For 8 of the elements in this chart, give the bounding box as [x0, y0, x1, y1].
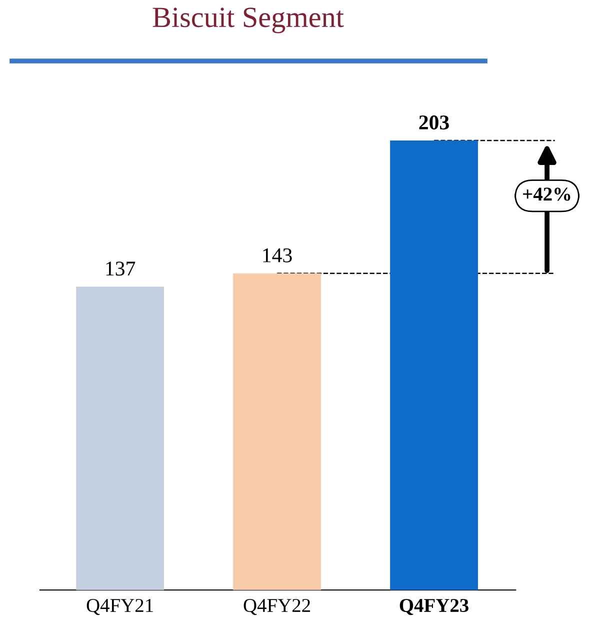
x-tick-label: Q4FY21 [86, 598, 153, 615]
x-tick-label: Q4FY22 [244, 598, 310, 615]
text: +42% [523, 188, 570, 201]
data-label: 137 [106, 262, 136, 276]
data-label: 143 [263, 248, 292, 262]
data-label: 203 [419, 115, 449, 130]
x-tick-label: Q4FY23 [400, 598, 468, 615]
chart-title: Biscuit Segment [152, 8, 344, 34]
